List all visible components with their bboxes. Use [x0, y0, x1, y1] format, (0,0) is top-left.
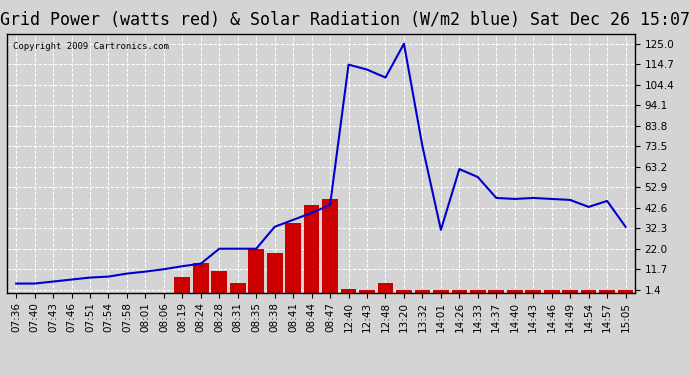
Bar [267, 253, 282, 292]
Bar [470, 290, 486, 292]
Bar [193, 262, 208, 292]
Bar [341, 288, 357, 292]
Bar [618, 290, 633, 292]
Bar [377, 282, 393, 292]
Bar [230, 282, 246, 292]
Bar [285, 223, 301, 292]
Bar [599, 290, 615, 292]
Bar [544, 290, 560, 292]
Bar [175, 277, 190, 292]
Bar [322, 199, 338, 292]
Bar [581, 290, 596, 292]
Bar [507, 290, 522, 292]
Bar [359, 290, 375, 292]
Bar [304, 205, 319, 292]
Bar [415, 290, 431, 292]
Bar [396, 290, 412, 292]
Bar [451, 290, 467, 292]
Bar [525, 290, 541, 292]
Bar [248, 249, 264, 292]
Bar [562, 290, 578, 292]
Bar [211, 271, 227, 292]
Bar [433, 290, 448, 292]
Bar [489, 290, 504, 292]
Text: Copyright 2009 Cartronics.com: Copyright 2009 Cartronics.com [13, 42, 169, 51]
Text: Grid Power (watts red) & Solar Radiation (W/m2 blue) Sat Dec 26 15:07: Grid Power (watts red) & Solar Radiation… [0, 11, 690, 29]
